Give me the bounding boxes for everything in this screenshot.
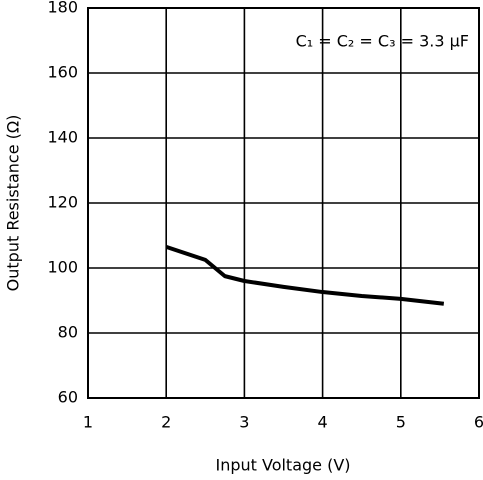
x-tick-label: 2 [161,413,171,432]
x-axis-label: Input Voltage (V) [215,456,350,475]
y-tick-label: 180 [47,0,78,17]
x-tick-label: 5 [396,413,406,432]
annotation: C₁ = C₂ = C₃ = 3.3 μF [296,32,469,51]
x-tick-label: 1 [83,413,93,432]
y-tick-label: 140 [47,128,78,147]
x-tick-label: 3 [239,413,249,432]
y-tick-label: 60 [58,388,78,407]
data-line [165,244,445,306]
x-tick-label: 6 [474,413,483,432]
y-tick-label: 100 [47,258,78,277]
y-tick-label: 160 [47,63,78,82]
plot-frame [87,7,480,399]
y-tick-label: 120 [47,193,78,212]
x-tick-label: 4 [318,413,328,432]
y-tick-label: 80 [58,323,78,342]
y-axis-label: Output Resistance (Ω) [4,115,23,292]
